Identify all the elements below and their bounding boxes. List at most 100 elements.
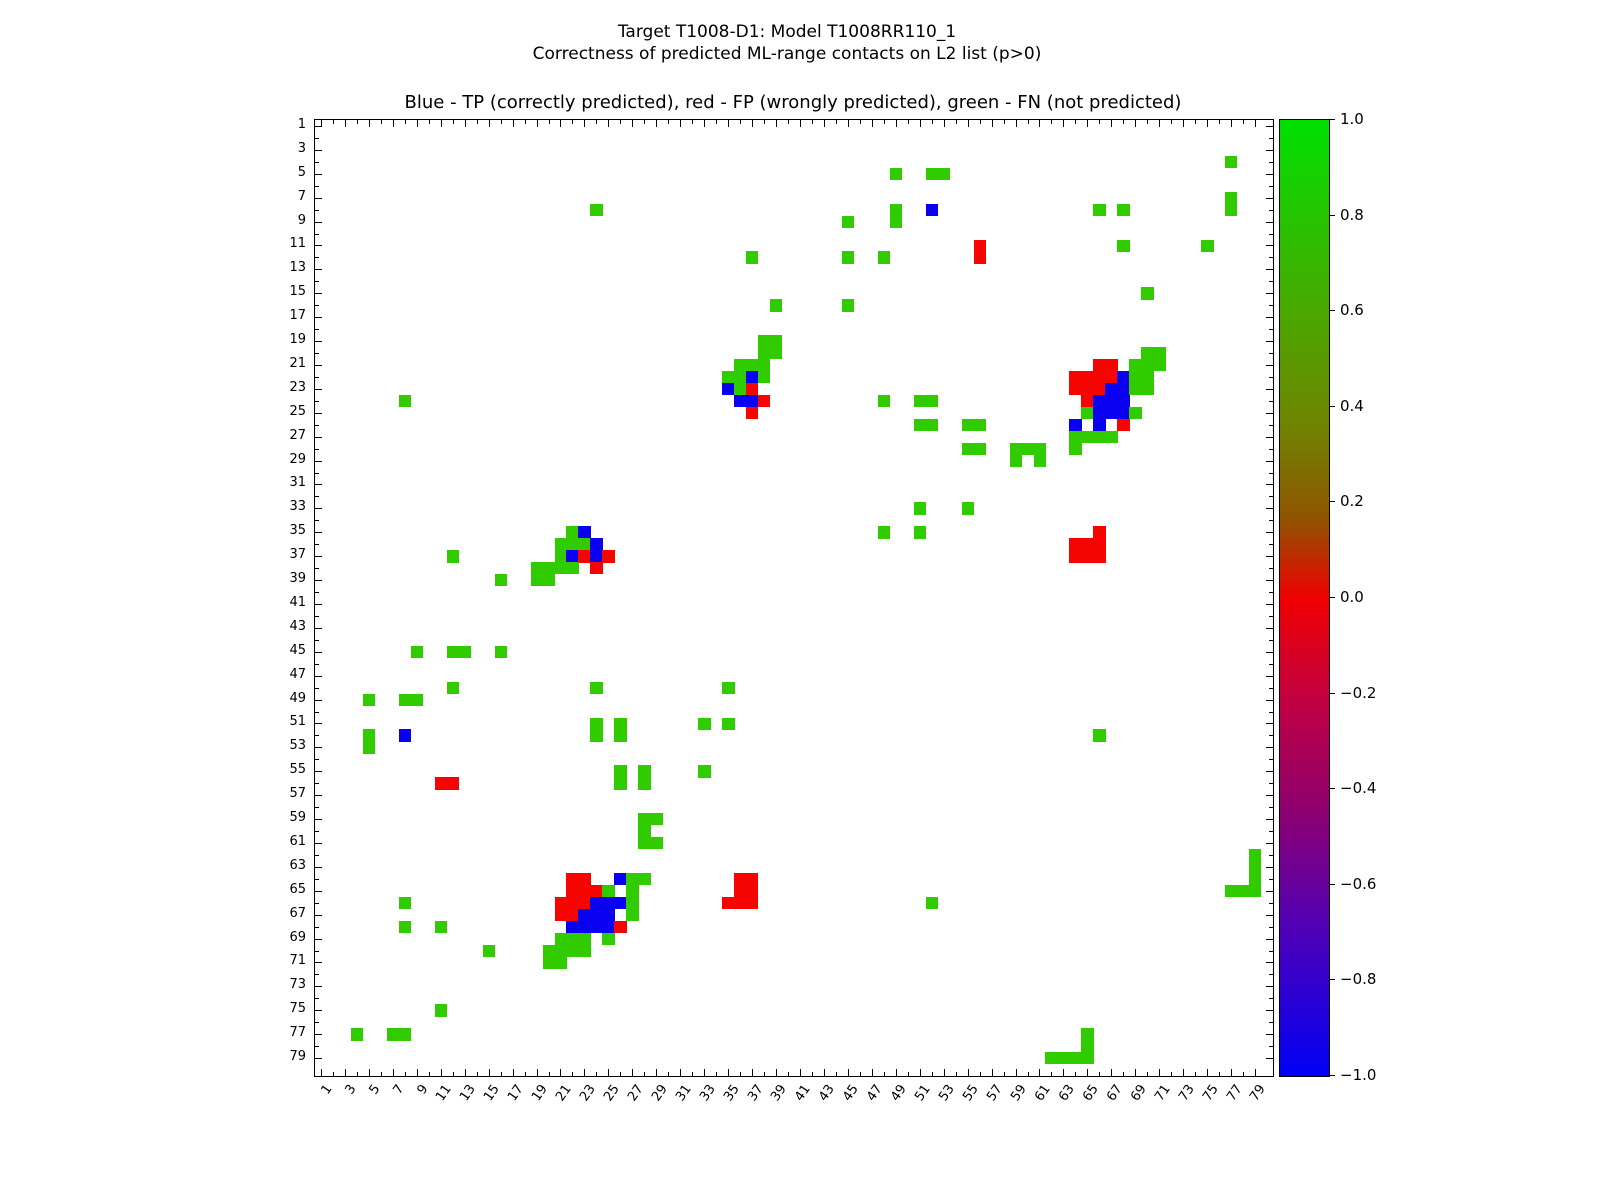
axis-tick [315,185,319,187]
axis-tick [1269,424,1273,426]
axis-tick [1269,663,1273,665]
colorbar-tick [1329,310,1335,312]
contact-cell [578,550,591,563]
contact-cell [1117,394,1130,408]
axis-tick [315,341,322,343]
axis-tick [1269,592,1273,594]
y-tick-label: 33 [289,499,306,515]
axis-tick [315,544,319,546]
axis-tick [428,120,430,124]
contact-cell [877,251,891,264]
contact-cell [1117,382,1130,396]
axis-tick [1266,149,1273,151]
contact-cell [542,562,555,575]
axis-tick [1266,1034,1273,1036]
contact-cell [758,347,771,360]
contact-cell [722,896,735,910]
contact-cell [1105,359,1118,372]
axis-tick [895,120,897,127]
contact-cell [1117,370,1130,384]
colorbar-tick [1329,119,1335,120]
axis-tick [315,699,322,701]
contact-cell [1105,394,1118,408]
axis-tick [1051,120,1053,124]
contact-cell [458,645,472,659]
axis-tick [1231,120,1233,127]
axis-tick [315,962,322,964]
contact-cell [1045,1052,1058,1065]
axis-tick [776,1069,778,1076]
contact-cell [566,538,579,551]
x-tick-label: 51 [912,1082,935,1105]
axis-tick [1269,1046,1273,1048]
contact-cell [626,896,639,910]
contact-cell [398,920,412,933]
axis-tick [1269,520,1273,522]
contact-cell [614,777,627,790]
axis-tick [315,293,322,295]
axis-tick [315,603,322,605]
axis-tick [919,1069,921,1076]
contact-cell [566,884,579,898]
contact-cell [626,884,639,898]
axis-tick [835,1072,837,1076]
x-tick-label: 29 [648,1082,671,1105]
axis-tick [1266,197,1273,199]
axis-tick [476,120,478,124]
contact-cell [1093,394,1106,408]
axis-tick [1195,120,1197,124]
axis-tick [967,120,969,127]
axis-tick [392,120,394,127]
axes-legend-title: Blue - TP (correctly predicted), red - F… [404,92,1182,113]
contact-cell [1033,442,1046,455]
axis-tick [452,120,454,124]
axis-tick [1195,1072,1197,1076]
contact-cell [1093,382,1106,396]
colorbar-tick-label: −0.4 [1340,779,1377,798]
axis-tick [332,120,334,124]
contact-cell [1225,884,1238,898]
x-tick-label: 79 [1247,1082,1270,1105]
contact-cell [602,932,615,945]
contact-cell [1081,382,1094,396]
x-tick-label: 77 [1223,1082,1246,1105]
contact-cell [578,908,591,922]
axis-tick [315,819,322,821]
contact-cell [590,203,603,216]
axis-tick [764,1072,766,1076]
contact-cell [446,777,460,790]
y-tick-label: 15 [289,284,306,300]
colorbar-tick-label: −1.0 [1340,1066,1377,1084]
axis-tick [668,120,670,124]
axis-tick [315,914,322,916]
axis-tick [315,902,319,904]
contact-cell [973,239,986,252]
y-tick-label: 31 [289,475,306,491]
axis-tick [979,1072,981,1076]
contact-cell [1069,538,1082,551]
contact-cell [1081,550,1094,563]
axis-tick [315,269,322,271]
contact-cell [734,359,747,372]
axis-tick [1266,627,1273,629]
axis-tick [1003,1072,1005,1076]
contact-cell [758,335,771,348]
contact-cell [1129,370,1142,384]
axis-tick [1269,998,1273,1000]
contact-cell [1129,382,1142,396]
axis-tick [315,149,322,151]
axis-tick [1269,974,1273,976]
contact-cell [746,251,759,264]
axis-tick [1266,364,1273,366]
contact-cell [913,526,927,539]
axis-tick [315,592,319,594]
axis-tick [524,120,526,124]
contact-cell [722,382,735,396]
contact-cell [542,944,555,957]
axis-tick [1269,711,1273,713]
contact-cell [1033,454,1046,467]
y-tick-label: 77 [289,1025,306,1041]
axis-tick [1266,723,1273,725]
axis-tick [907,120,909,124]
contact-cell [1117,203,1130,216]
